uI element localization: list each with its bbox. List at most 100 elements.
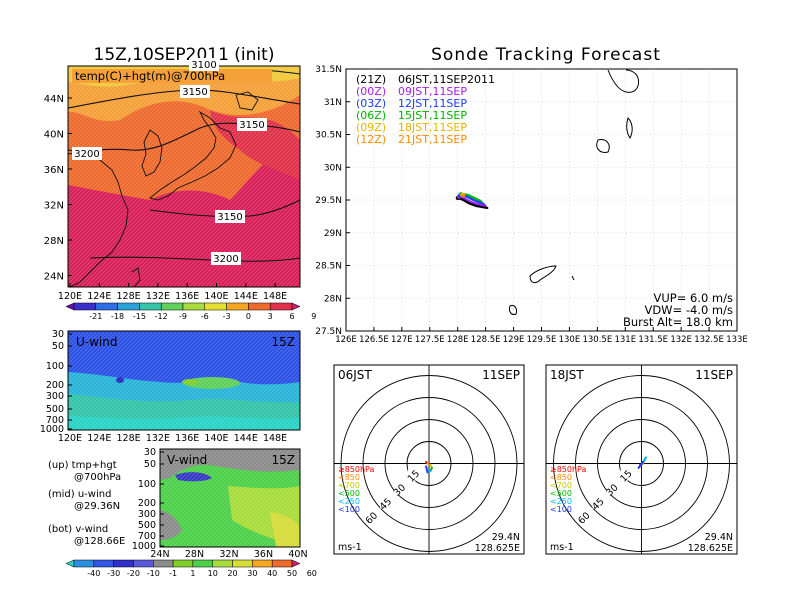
- colorbar-label: -21: [89, 312, 102, 321]
- hgt-contour-3200: [149, 199, 300, 218]
- u-lon-tick: 128E: [117, 433, 141, 444]
- u-lon-tick: 140E: [204, 433, 228, 444]
- colorbar-swatch: [192, 559, 213, 568]
- v-pressure-tick: 50: [144, 459, 156, 470]
- track-legend-jst: 06JST,11SEP2011: [398, 73, 495, 86]
- map-lon-tick: 140E: [204, 291, 228, 302]
- hodo-date: 11SEP: [482, 368, 520, 382]
- colorbar-swatch: [73, 302, 97, 311]
- map-lon-tick: 124E: [87, 291, 111, 302]
- colorbar-label: -40: [87, 569, 100, 578]
- map-lon-tick: 132E: [146, 291, 170, 302]
- colorbar-swatch: [271, 559, 293, 568]
- u-pressure-tick: 300: [46, 391, 64, 402]
- track-lat-tick: 31.5N: [315, 65, 342, 75]
- left-title: 15Z,10SEP2011 (init): [94, 45, 275, 65]
- legend-note-line1: (bot) v-wind: [48, 524, 108, 535]
- hodo-lon: 128.625E: [475, 543, 520, 554]
- track-lon-tick: 130.5E: [582, 335, 612, 345]
- colorbar-label: 40: [267, 569, 277, 578]
- hodo-level-label: ≥850hPa: [338, 465, 375, 474]
- contour-label-bg: [189, 58, 219, 71]
- track-lon-tick: 129.5E: [527, 335, 557, 345]
- hodo-ring-label-bg: [407, 469, 422, 481]
- track-legend-utc: (03Z): [356, 97, 386, 110]
- hodo-ring-label-bg: [365, 511, 380, 523]
- hodo-ring-label-bg: [393, 483, 408, 495]
- hodo-ring-label-bg: [578, 511, 593, 523]
- v-lat-tick: 36N: [254, 549, 273, 560]
- track-legend-utc: (12Z): [356, 133, 386, 146]
- map-lat-tick: 36N: [44, 165, 64, 176]
- track-lon-ticks: 126E 126.5E 127E 127.5E 128E 128.5E 129E 129.5E…: [335, 327, 748, 345]
- track-legend-utc: (09Z): [356, 121, 386, 134]
- track-legend-utc: (06Z): [356, 109, 386, 122]
- u-lon-tick: 120E: [58, 433, 82, 444]
- hodo-unit: ms-1: [550, 542, 574, 553]
- v-pressure-tick: 200: [138, 498, 156, 509]
- island-small: [571, 275, 575, 281]
- v-time: 15Z: [272, 453, 296, 467]
- hodograph-left: 06JST 11SEP15304560≥850hPa<850<700<500<25…: [333, 364, 525, 555]
- colorbar-swatch: [182, 302, 206, 311]
- track-legend: (21Z) 06JST,11SEP2011 (00Z) 09JST,11SEP (03Z…: [356, 73, 495, 146]
- sonde-track-line: [456, 196, 489, 209]
- map-label: temp(C)+hgt(m)@700hPa: [75, 69, 225, 83]
- track-frame: [345, 68, 738, 332]
- map-lon-ticks: 120E 124E 128E 132E 136E 140E 144E 148E: [58, 283, 287, 302]
- contour-label: 3150: [217, 212, 242, 223]
- u-pressure-tick: 30: [52, 329, 64, 340]
- v-pressure-tick: 30: [144, 447, 156, 458]
- track-burst: Burst Alt= 18.0 km: [623, 315, 733, 329]
- colorbar-swatch: [73, 559, 95, 568]
- hgt-contour-3150-south: [89, 256, 300, 262]
- u-lon-tick: 136E: [175, 433, 199, 444]
- u-pressure-tick: 700: [46, 415, 64, 426]
- colorbar-swatch: [117, 302, 140, 311]
- map-lon-tick: 120E: [58, 291, 82, 302]
- colorbar-label: -3: [223, 312, 231, 321]
- coastline-japan: [149, 110, 237, 201]
- track-lon-tick: 126E: [335, 335, 357, 345]
- colorbar-swatch: [212, 559, 233, 568]
- v-label: V-wind: [167, 453, 207, 467]
- colorbar-swatch: [232, 559, 253, 568]
- colorbar-swatch: [252, 559, 273, 568]
- hodograph-right: 18JST 11SEP15304560≥850hPa<850<700<500<25…: [545, 364, 738, 555]
- v-lat-tick: 32N: [219, 549, 238, 560]
- track-lon-tick: 127.5E: [415, 335, 445, 345]
- track-legend-jst: 09JST,11SEP: [398, 85, 467, 98]
- track-lat-tick: 29.5N: [315, 196, 342, 206]
- colorbar-label: 0: [246, 312, 251, 321]
- colorbar-swatch: [153, 559, 174, 568]
- track-lat-tick: 30N: [324, 163, 342, 173]
- hodo-level-label: <850: [338, 473, 360, 482]
- track-panel: (21Z) 06JST,11SEP2011 (00Z) 09JST,11SEP (03Z…: [315, 65, 748, 345]
- v-pressure-tick: 100: [138, 479, 156, 490]
- legend-note-line2: @29.36N: [74, 501, 120, 512]
- hodo-ring-label-bg: [606, 483, 621, 495]
- contour-label-bg: [180, 85, 210, 98]
- contour-label: 3150: [239, 120, 264, 131]
- track-lat-tick: 28.5N: [315, 262, 342, 272]
- contour-label-bg: [72, 147, 102, 160]
- colorbar-label: -15: [133, 312, 146, 321]
- colorbar-swatch: [248, 302, 271, 311]
- v-lat-tick: 24N: [150, 549, 169, 560]
- track-legend-utc: (21Z): [356, 73, 386, 86]
- contour-label: 3200: [74, 149, 99, 160]
- sonde-tracks: [455, 192, 489, 209]
- temp-map-panel: temp(C)+hgt(m)@700hPa 315032003150320031…: [44, 58, 301, 302]
- track-legend-jst: 18JST,11SEP: [398, 121, 467, 134]
- map-lon-tick: 144E: [234, 291, 258, 302]
- panel-legend-notes: (up) tmp+hgt@700hPa (mid) u-wind@29.36N (b…: [48, 460, 125, 547]
- v-lat-tick: 28N: [185, 549, 204, 560]
- map-lon-tick: 136E: [175, 291, 199, 302]
- right-title: Sonde Tracking Forecast: [431, 45, 661, 65]
- colorbar-label: -6: [201, 312, 209, 321]
- v-lat-tick: 40N: [288, 549, 307, 560]
- u-lon-tick: 148E: [263, 433, 287, 444]
- colorbar-label: 30: [247, 569, 257, 578]
- colorbar-label: 6: [289, 312, 294, 321]
- track-lon-tick: 128.5E: [471, 335, 501, 345]
